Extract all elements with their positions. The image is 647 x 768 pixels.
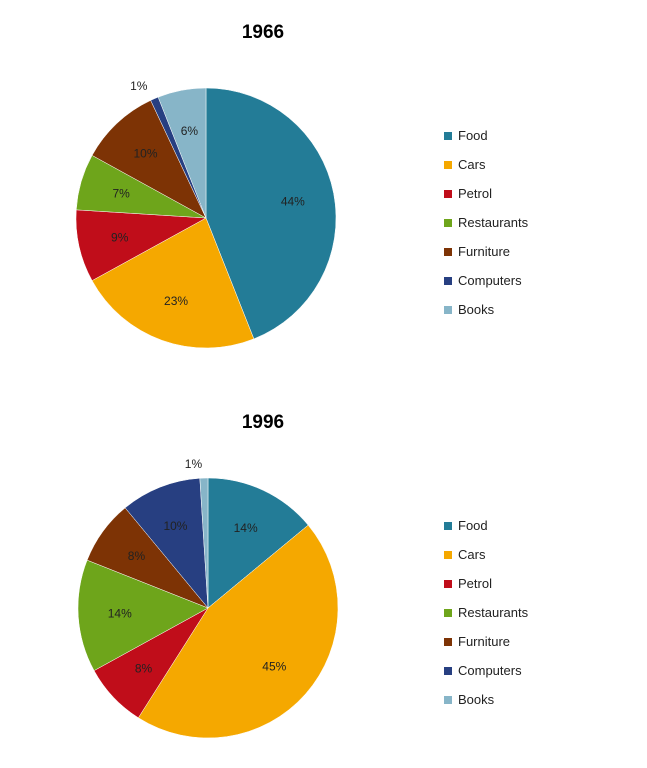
legend-item-cars: Cars xyxy=(444,540,528,569)
legend-item-restaurants: Restaurants xyxy=(444,208,528,237)
legend-item-food: Food xyxy=(444,121,528,150)
legend-label: Computers xyxy=(458,663,522,678)
legend: Food Cars Petrol Restaurants Furniture C… xyxy=(444,121,528,324)
legend-label: Petrol xyxy=(458,186,492,201)
data-label-restaurants: 7% xyxy=(112,186,130,200)
legend-label: Furniture xyxy=(458,634,511,649)
legend-swatch-cars xyxy=(444,550,452,559)
legend-item-computers: Computers xyxy=(444,656,528,685)
pie-slice-books xyxy=(199,477,209,609)
legend-swatch-food xyxy=(444,131,452,140)
legend-item-restaurants: Restaurants xyxy=(444,598,528,627)
legend-label: Food xyxy=(458,128,488,143)
chart-title: 1966 xyxy=(241,22,285,43)
pie-slice-restaurants xyxy=(77,559,209,671)
data-label-petrol: 9% xyxy=(111,230,129,244)
legend-item-furniture: Furniture xyxy=(444,237,528,266)
pie-slice-food xyxy=(207,477,309,609)
legend-label: Petrol xyxy=(458,576,492,591)
legend-label: Computers xyxy=(458,273,522,288)
legend-swatch-books xyxy=(444,695,452,704)
data-label-cars: 23% xyxy=(164,294,188,308)
legend-label: Cars xyxy=(458,547,486,562)
pie-slice-computers xyxy=(124,477,209,609)
legend-swatch-restaurants xyxy=(444,218,452,227)
legend-item-petrol: Petrol xyxy=(444,179,528,208)
pie-slice-food xyxy=(205,87,337,340)
legend-item-cars: Cars xyxy=(444,150,528,179)
data-label-food: 14% xyxy=(234,521,258,535)
pie-slice-cars xyxy=(91,217,255,349)
legend-item-books: Books xyxy=(444,685,528,714)
data-label-books: 1% xyxy=(185,457,203,471)
legend-label: Cars xyxy=(458,157,486,172)
legend-swatch-furniture xyxy=(444,637,452,646)
legend-label: Books xyxy=(458,302,495,317)
legend: Food Cars Petrol Restaurants Furniture C… xyxy=(444,511,528,714)
data-label-computers: 1% xyxy=(130,79,148,93)
legend-label: Books xyxy=(458,692,495,707)
legend-swatch-petrol xyxy=(444,189,452,198)
pie-chart-1966: 1966 44% 23% 9% 7% 10% 1% 6% Food Cars Petrol … xyxy=(0,0,647,378)
legend-item-petrol: Petrol xyxy=(444,569,528,598)
legend-swatch-books xyxy=(444,305,452,314)
data-label-petrol: 8% xyxy=(135,662,153,676)
data-label-books: 6% xyxy=(181,124,199,138)
legend-swatch-petrol xyxy=(444,579,452,588)
pie-slice-books xyxy=(157,87,207,219)
data-label-food: 44% xyxy=(281,194,305,208)
legend-swatch-computers xyxy=(444,666,452,675)
data-label-computers: 10% xyxy=(163,519,187,533)
legend-item-furniture: Furniture xyxy=(444,627,528,656)
data-label-furniture: 8% xyxy=(128,549,146,563)
legend-item-food: Food xyxy=(444,511,528,540)
pie-slice-furniture xyxy=(91,100,207,219)
pie-slice-cars xyxy=(137,524,339,739)
legend-swatch-computers xyxy=(444,276,452,285)
legend-item-books: Books xyxy=(444,295,528,324)
legend-swatch-restaurants xyxy=(444,608,452,617)
legend-swatch-furniture xyxy=(444,247,452,256)
legend-label: Restaurants xyxy=(458,215,529,230)
data-label-cars: 45% xyxy=(262,659,286,673)
pie-chart-1996: 1996 14% 45% 8% 14% 8% 10% 1% Food Cars Petrol… xyxy=(0,390,647,768)
legend-swatch-cars xyxy=(444,160,452,169)
legend-label: Food xyxy=(458,518,488,533)
legend-label: Furniture xyxy=(458,244,511,259)
pie-plot: 44% 23% 9% 7% 10% 1% 6% xyxy=(75,79,337,349)
chart-title: 1996 xyxy=(241,412,285,433)
pie-plot: 14% 45% 8% 14% 8% 10% 1% xyxy=(77,457,339,739)
legend-swatch-food xyxy=(444,521,452,530)
legend-label: Restaurants xyxy=(458,605,529,620)
legend-item-computers: Computers xyxy=(444,266,528,295)
data-label-restaurants: 14% xyxy=(108,607,132,621)
data-label-furniture: 10% xyxy=(133,147,157,161)
